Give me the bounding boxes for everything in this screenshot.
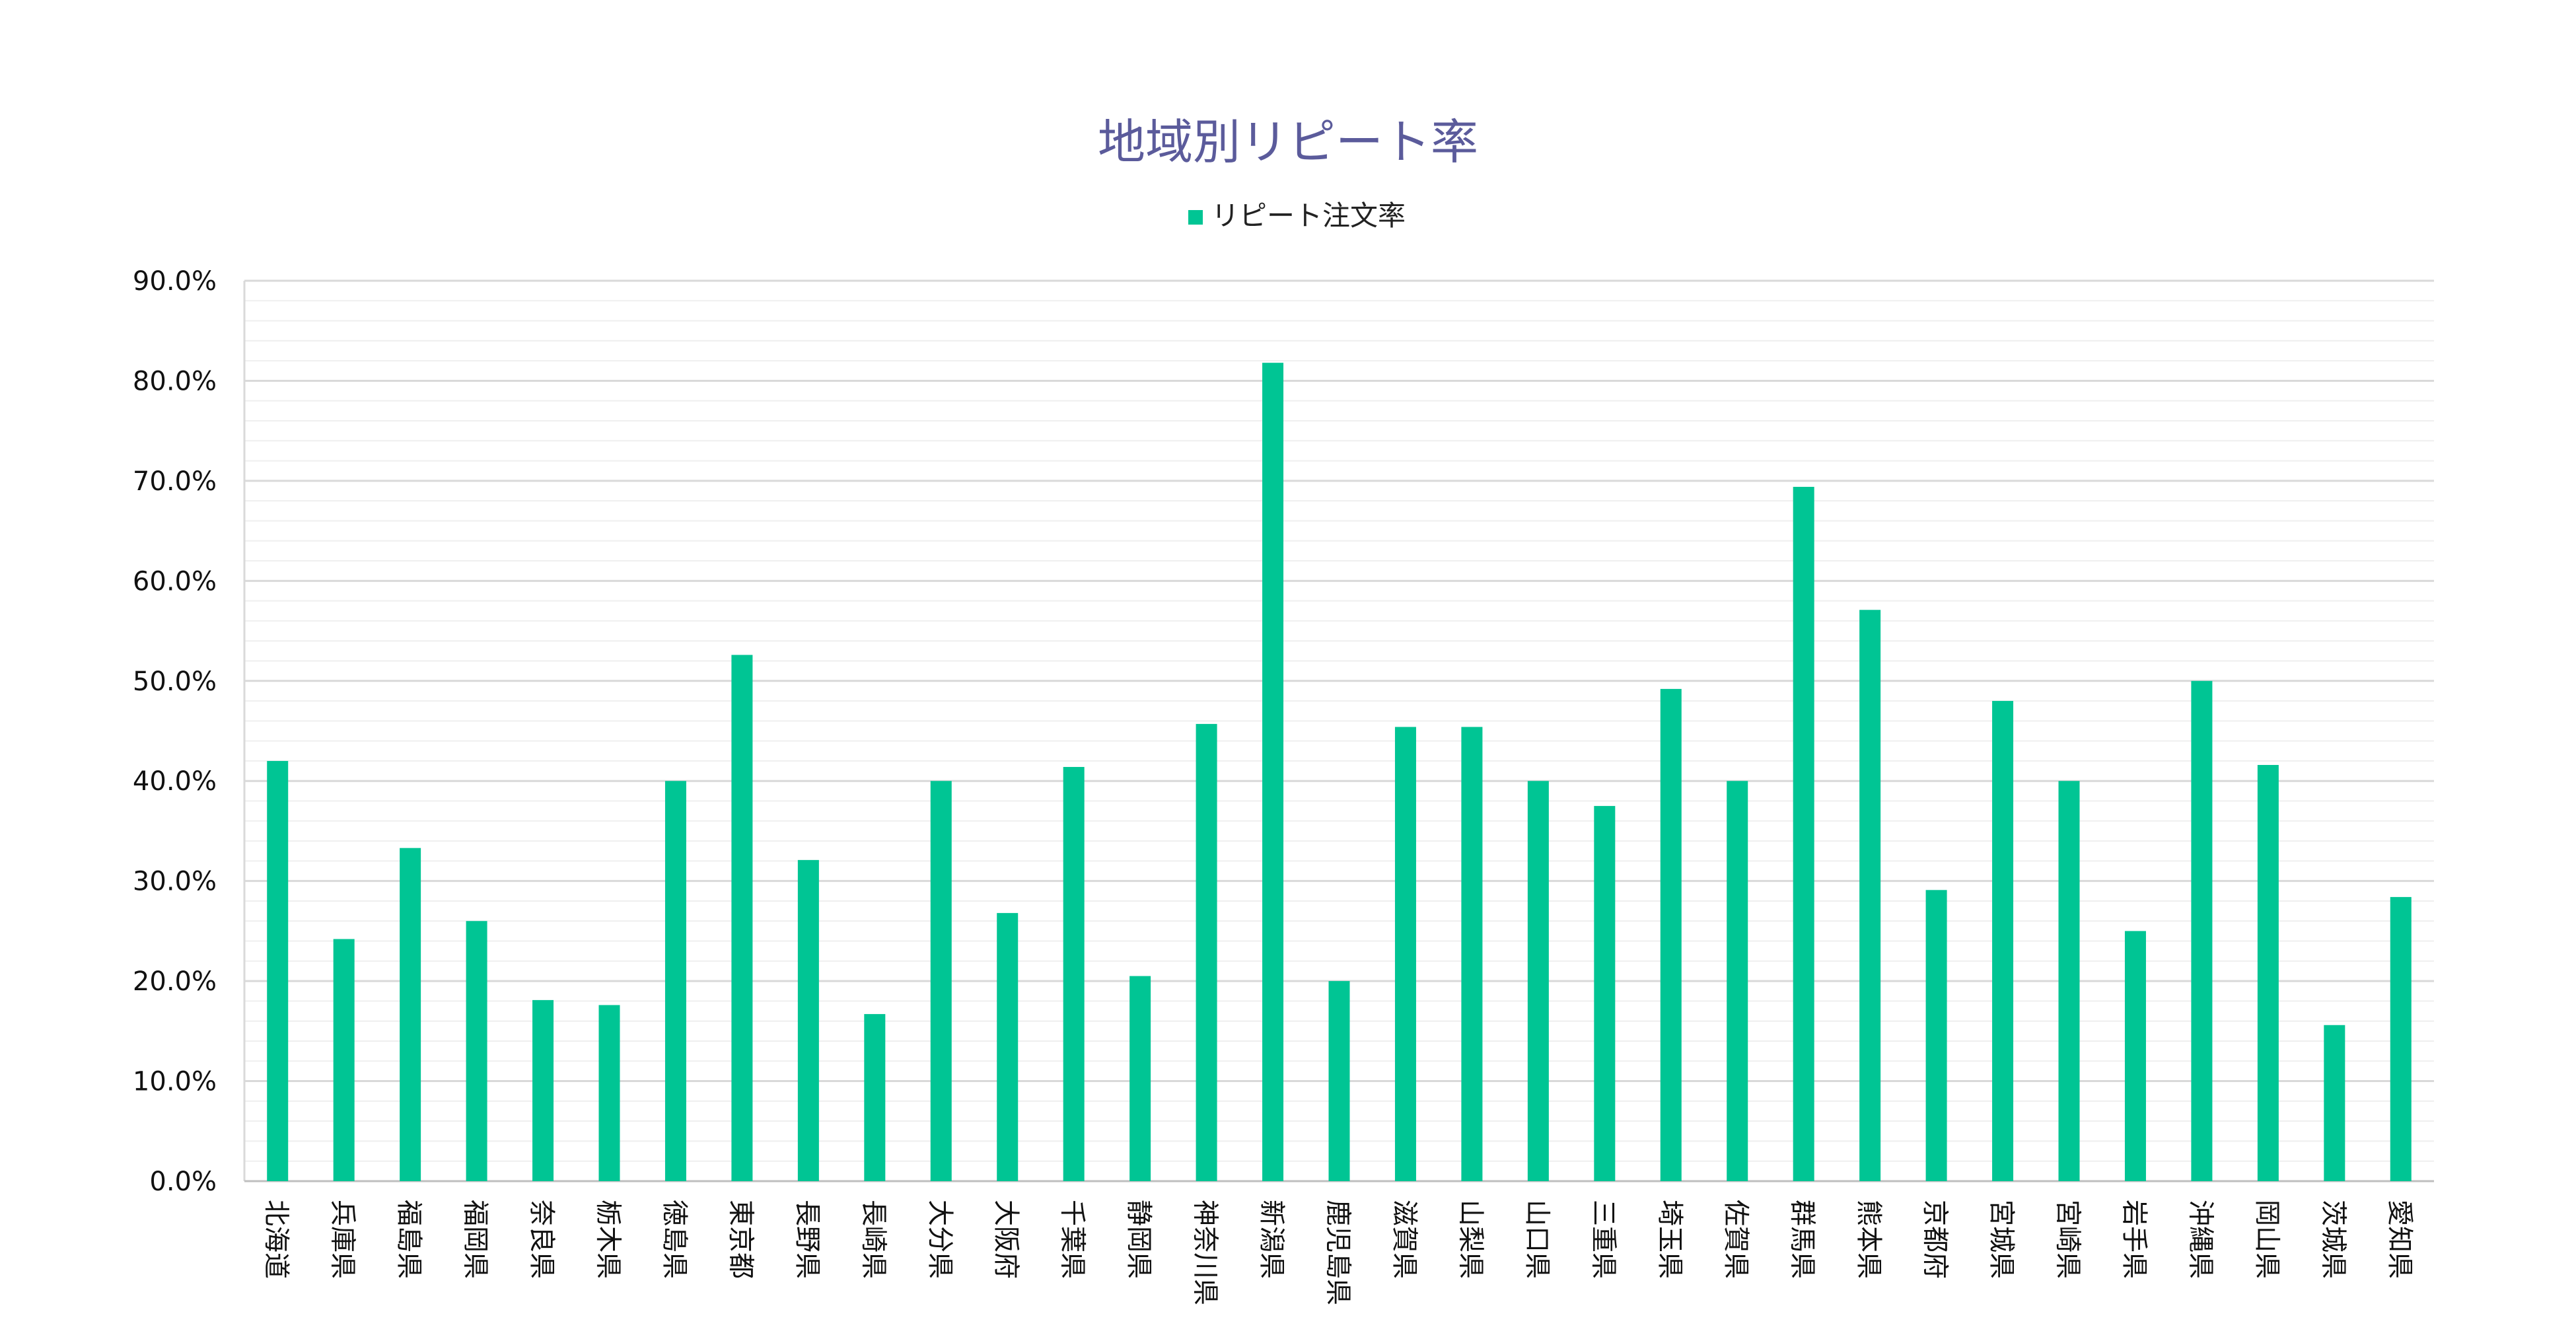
- bar: [400, 848, 421, 1181]
- bars: [267, 363, 2412, 1181]
- bar: [1527, 781, 1549, 1181]
- bar: [997, 913, 1019, 1181]
- bar: [333, 939, 355, 1181]
- bar: [2390, 896, 2412, 1181]
- bar: [1461, 727, 1483, 1181]
- y-tick-label: 90.0%: [133, 266, 217, 297]
- bar: [864, 1014, 886, 1181]
- x-tick-label: 三重県: [1588, 1200, 1618, 1279]
- x-tick-label: 愛知県: [2384, 1200, 2415, 1279]
- legend: リピート注文率: [1188, 199, 1406, 232]
- y-tick-label: 50.0%: [133, 667, 217, 697]
- bar: [466, 921, 487, 1181]
- bar: [1660, 688, 1682, 1181]
- x-tick-label: 岩手県: [2119, 1200, 2149, 1279]
- bar: [1793, 486, 1814, 1181]
- bar: [2324, 1025, 2345, 1181]
- x-axis-tick-labels: 北海道 兵庫県 福島県 福岡県 奈良県 栃木県 徳島県 東京都 長野県 長崎県 大分県 大阪府 千葉県 静…: [261, 1200, 2415, 1305]
- x-tick-label: 徳島県: [659, 1200, 690, 1279]
- chart-title: 地域別リピート率: [1098, 114, 1478, 170]
- bar: [2124, 931, 2146, 1181]
- x-tick-label: 北海道: [261, 1200, 291, 1279]
- x-tick-label: 佐賀県: [1721, 1200, 1751, 1279]
- x-tick-label: 兵庫県: [328, 1200, 358, 1279]
- legend-label: リピート注文率: [1211, 199, 1406, 232]
- x-tick-label: 宮城県: [1986, 1200, 2017, 1279]
- x-tick-label: 新潟県: [1256, 1200, 1287, 1279]
- x-tick-label: 長野県: [792, 1200, 822, 1279]
- y-tick-label: 30.0%: [133, 867, 217, 897]
- x-tick-label: 奈良県: [526, 1200, 557, 1279]
- bar: [2257, 764, 2279, 1181]
- x-tick-label: 神奈川県: [1190, 1200, 1221, 1305]
- bar: [1925, 890, 1947, 1181]
- bar: [598, 1005, 620, 1181]
- x-tick-label: 京都府: [1920, 1200, 1950, 1279]
- bar: [1859, 610, 1881, 1181]
- bar: [1063, 767, 1085, 1181]
- x-tick-label: 滋賀県: [1389, 1200, 1419, 1279]
- y-tick-label: 40.0%: [133, 766, 217, 797]
- bar: [731, 655, 753, 1181]
- x-tick-label: 福島県: [394, 1200, 424, 1279]
- y-axis-tick-labels: 0.0% 10.0% 20.0% 30.0% 40.0% 50.0% 60.0% 70.0% 8…: [133, 266, 217, 1197]
- x-tick-label: 東京都: [725, 1200, 756, 1279]
- y-tick-label: 60.0%: [133, 566, 217, 597]
- bar: [1129, 976, 1151, 1181]
- x-tick-label: 福岡県: [460, 1200, 491, 1279]
- bar: [1262, 363, 1284, 1181]
- bar: [1594, 806, 1616, 1181]
- bar: [2191, 680, 2213, 1181]
- bar: [2058, 781, 2080, 1181]
- bar: [1328, 981, 1350, 1181]
- x-tick-label: 沖縄県: [2185, 1200, 2215, 1279]
- bar: [1727, 781, 1748, 1181]
- y-tick-label: 70.0%: [133, 466, 217, 497]
- x-tick-label: 千葉県: [1057, 1200, 1088, 1279]
- x-tick-label: 茨城県: [2318, 1200, 2348, 1279]
- y-tick-label: 0.0%: [149, 1167, 217, 1197]
- x-tick-label: 群馬県: [1787, 1200, 1818, 1279]
- x-tick-label: 岡山県: [2252, 1200, 2282, 1279]
- y-tick-label: 10.0%: [133, 1067, 217, 1097]
- x-tick-label: 大分県: [925, 1200, 955, 1279]
- bar: [532, 999, 554, 1181]
- x-tick-label: 長崎県: [858, 1200, 888, 1279]
- bar: [1196, 723, 1217, 1181]
- x-tick-label: 宮崎県: [2053, 1200, 2083, 1279]
- y-tick-label: 20.0%: [133, 966, 217, 997]
- bar: [930, 781, 952, 1181]
- bar: [1992, 701, 2014, 1181]
- bar: [267, 760, 289, 1181]
- y-tick-label: 80.0%: [133, 366, 217, 396]
- x-tick-label: 山梨県: [1455, 1200, 1485, 1279]
- x-tick-label: 熊本県: [1853, 1200, 1884, 1279]
- x-tick-label: 鹿児島県: [1323, 1200, 1353, 1305]
- bar: [797, 859, 819, 1181]
- legend-swatch: [1188, 210, 1203, 225]
- x-tick-label: 栃木県: [593, 1200, 624, 1279]
- x-tick-label: 埼玉県: [1655, 1200, 1685, 1279]
- x-tick-label: 静岡県: [1124, 1200, 1154, 1279]
- bar: [664, 781, 686, 1181]
- x-tick-label: 大阪府: [991, 1200, 1021, 1279]
- bar: [1394, 727, 1416, 1181]
- x-tick-label: 山口県: [1522, 1200, 1552, 1279]
